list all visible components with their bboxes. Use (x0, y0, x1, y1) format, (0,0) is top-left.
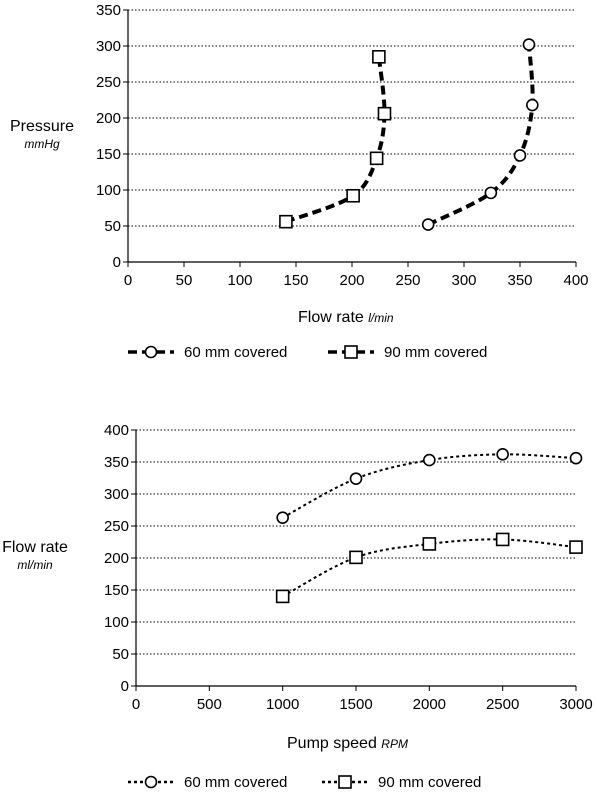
y-axis-label: Pressure (10, 118, 74, 135)
series-60mm (421, 38, 539, 231)
data-point (422, 537, 437, 551)
data-point (496, 448, 509, 461)
y-tick-label: 250 (104, 518, 129, 535)
legend-label: 90 mm covered (378, 774, 481, 791)
data-point (377, 106, 392, 121)
x-tick-label: 1000 (266, 696, 299, 713)
x-axis-unit: RPM (381, 737, 408, 751)
legend-marker (144, 345, 158, 359)
y-tick-label: 200 (104, 550, 129, 567)
legend-item: 90 mm covered (322, 774, 481, 791)
x-tick-label: 2000 (413, 696, 446, 713)
y-tick-label: 200 (96, 110, 121, 127)
series-90mm (275, 532, 583, 604)
legend-item: 60 mm covered (128, 344, 287, 361)
legend-item: 90 mm covered (328, 344, 487, 361)
x-axis-unit: l/min (368, 311, 394, 325)
x-tick-label: 150 (283, 272, 308, 289)
flow-speed-chart-svg: 0 50 100 150 200 250 300 350 400 0 500 1000 1500 2000… (2, 422, 593, 791)
data-point (569, 451, 583, 465)
y-tick-label: 50 (104, 218, 121, 235)
y-tick-label: 0 (121, 678, 129, 695)
x-tick-label: 500 (197, 696, 222, 713)
y-tick-label: 300 (104, 486, 129, 503)
y-tick-label: 350 (104, 454, 129, 471)
legend-item: 60 mm covered (128, 774, 287, 791)
flow-speed-chart: 0 50 100 150 200 250 300 350 400 0 500 1000 1500 2000… (0, 410, 597, 791)
data-point (526, 98, 539, 112)
x-tick-label: 200 (339, 272, 364, 289)
legend-marker (344, 345, 358, 359)
data-point (349, 472, 363, 485)
data-point (522, 38, 536, 51)
data-point (484, 186, 498, 200)
x-tick-label: 350 (507, 272, 532, 289)
legend-marker (338, 775, 352, 789)
y-axis-label: Flow rate (2, 539, 68, 556)
data-point (372, 49, 386, 64)
y-axis-unit: mmHg (24, 137, 60, 151)
legend-marker (144, 775, 158, 789)
x-tick-label: 400 (563, 272, 588, 289)
series-90mm (279, 49, 392, 229)
x-tick-label: 3000 (559, 696, 592, 713)
y-tick-label: 100 (104, 614, 129, 631)
data-point (279, 214, 293, 229)
legend: 60 mm covered 90 mm covered (128, 344, 487, 361)
legend-label: 60 mm covered (184, 774, 287, 791)
x-tick-label: 250 (395, 272, 420, 289)
data-point (275, 589, 290, 604)
x-tick-label: 2500 (486, 696, 519, 713)
series-60mm (276, 448, 583, 524)
data-point (423, 453, 436, 467)
y-tick-label: 100 (96, 182, 121, 199)
x-axis-label: Flow rate l/min (298, 309, 394, 326)
y-tick-label: 150 (96, 146, 121, 163)
x-tick-label: 0 (132, 696, 140, 713)
data-point (349, 550, 363, 565)
pressure-flow-chart-svg: 0 50 100 150 200 250 300 350 0 50 100 150 200 250 300 3… (10, 2, 589, 361)
series-line (427, 44, 535, 227)
y-tick-label: 300 (96, 38, 121, 55)
y-tick-label: 0 (113, 254, 121, 271)
y-tick-label: 350 (96, 2, 121, 19)
data-point (495, 532, 510, 547)
y-tick-label: 50 (112, 646, 129, 663)
legend-label: 90 mm covered (384, 344, 487, 361)
y-axis-unit: ml/min (17, 558, 53, 572)
data-point (421, 218, 435, 231)
data-point (513, 149, 527, 162)
x-tick-label: 0 (124, 272, 132, 289)
pressure-flow-chart: 0 50 100 150 200 250 300 350 0 50 100 150 200 250 300 3… (0, 0, 597, 380)
x-tick-label: 50 (176, 272, 193, 289)
data-point (369, 151, 384, 166)
x-axis-label: Pump speed RPM (287, 735, 408, 752)
data-point (346, 188, 360, 203)
y-tick-label: 250 (96, 74, 121, 91)
x-tick-label: 300 (451, 272, 476, 289)
data-point (276, 511, 289, 524)
legend: 60 mm covered 90 mm covered (128, 774, 481, 791)
legend-label: 60 mm covered (184, 344, 287, 361)
y-tick-label: 150 (104, 582, 129, 599)
y-tick-label: 400 (104, 422, 129, 439)
data-point (569, 540, 583, 554)
x-tick-label: 1500 (339, 696, 372, 713)
x-tick-label: 100 (227, 272, 252, 289)
